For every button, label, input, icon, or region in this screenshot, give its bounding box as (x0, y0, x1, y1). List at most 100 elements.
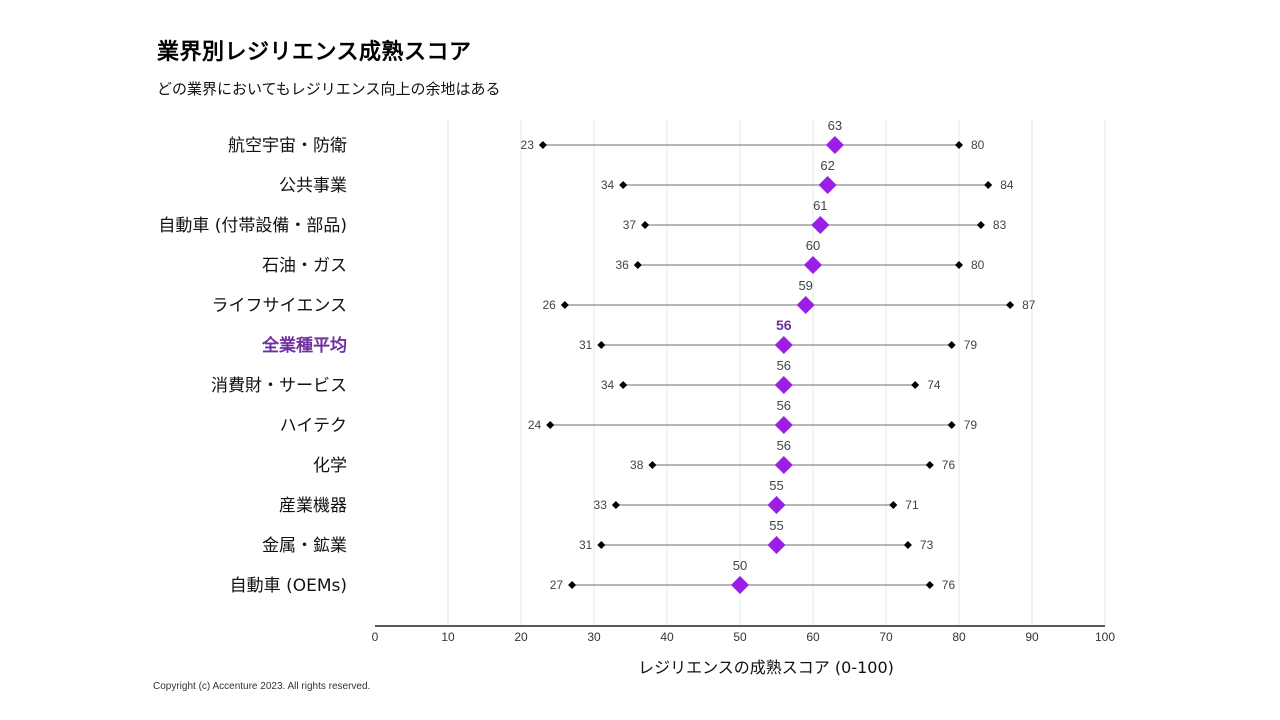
category-label: 自動車 (OEMs) (230, 576, 347, 596)
x-axis-label: レジリエンスの成熟スコア (0-100) (638, 658, 894, 677)
avg-marker (767, 496, 786, 514)
chart-subtitle: どの業界においてもレジリエンス向上の余地はある (157, 80, 501, 98)
min-marker (611, 501, 620, 509)
avg-value-label: 56 (777, 438, 791, 453)
category-label: 航空宇宙・防衛 (228, 136, 347, 156)
category-label: ハイテク (280, 416, 347, 436)
x-tick-label-70: 70 (879, 630, 893, 644)
chart-title: 業界別レジリエンス成熟スコア (157, 40, 472, 65)
x-tick-label-50: 50 (733, 630, 747, 644)
avg-value-label: 60 (806, 238, 820, 253)
max-value-label: 80 (971, 258, 985, 272)
min-marker (546, 421, 555, 429)
max-value-label: 79 (964, 418, 978, 432)
category-label: 全業種平均 (261, 335, 347, 356)
x-tick-label-60: 60 (806, 630, 820, 644)
min-value-label: 27 (550, 578, 564, 592)
row-2: 公共事業 34 84 62 (279, 158, 1014, 196)
avg-value-label: 56 (776, 317, 792, 333)
x-tick-label-30: 30 (587, 630, 601, 644)
max-marker (925, 581, 934, 589)
min-value-label: 38 (630, 458, 644, 472)
avg-marker (825, 136, 844, 154)
row-6: 全業種平均 31 79 56 (261, 317, 977, 356)
max-value-label: 79 (964, 338, 978, 352)
min-value-label: 37 (623, 218, 637, 232)
min-value-label: 24 (528, 418, 542, 432)
max-marker (976, 221, 985, 229)
x-tick-label-100: 100 (1095, 630, 1115, 644)
category-label: 化学 (313, 456, 347, 476)
max-value-label: 80 (971, 138, 985, 152)
min-value-label: 31 (579, 338, 593, 352)
avg-value-label: 62 (820, 158, 834, 173)
avg-marker (774, 336, 793, 354)
avg-marker (796, 296, 815, 314)
avg-marker (811, 216, 830, 234)
category-label: 自動車 (付帯設備・部品) (158, 216, 347, 236)
max-value-label: 73 (920, 538, 934, 552)
max-value-label: 71 (905, 498, 919, 512)
min-value-label: 36 (615, 258, 629, 272)
max-marker (955, 141, 963, 149)
row-5: ライフサイエンス 26 87 59 (212, 278, 1036, 316)
max-value-label: 76 (942, 578, 956, 592)
min-marker (648, 461, 657, 469)
max-marker (911, 381, 920, 389)
category-label: 消費財・サービス (211, 376, 347, 396)
min-marker (633, 261, 642, 269)
x-tick-label-10: 10 (441, 630, 455, 644)
min-value-label: 26 (542, 298, 556, 312)
row-10: 産業機器 33 71 55 (279, 478, 919, 516)
max-marker (903, 541, 912, 549)
category-label: 公共事業 (279, 176, 347, 196)
avg-marker (774, 416, 793, 434)
avg-marker (767, 536, 786, 554)
row-3: 自動車 (付帯設備・部品) 37 83 61 (158, 198, 1006, 236)
min-value-label: 31 (579, 538, 593, 552)
max-value-label: 84 (1000, 178, 1014, 192)
min-value-label: 34 (601, 378, 615, 392)
avg-value-label: 63 (828, 118, 842, 133)
avg-marker (804, 256, 822, 274)
x-axis: 0 10 20 30 40 50 60 70 80 90 100 (372, 625, 1115, 644)
chart-rows: 航空宇宙・防衛 23 80 63 公共事業 34 84 62 自動車 (付帯設備・部品) 37 83… (158, 118, 1035, 596)
row-11: 金属・鉱業 31 73 55 (262, 518, 934, 556)
category-label: 石油・ガス (262, 256, 347, 276)
min-marker (641, 221, 650, 229)
x-tick-label-90: 90 (1025, 630, 1039, 644)
avg-value-label: 56 (777, 358, 791, 373)
max-value-label: 76 (942, 458, 956, 472)
avg-marker (731, 576, 749, 594)
min-marker (597, 341, 606, 349)
min-value-label: 34 (601, 178, 615, 192)
max-marker (1006, 301, 1015, 309)
max-marker (984, 181, 993, 189)
max-marker (947, 341, 956, 349)
row-4: 石油・ガス 36 80 60 (262, 238, 985, 276)
x-tick-label-40: 40 (660, 630, 674, 644)
min-marker (560, 301, 569, 309)
max-marker (947, 421, 956, 429)
avg-marker (774, 456, 793, 474)
avg-value-label: 56 (777, 398, 791, 413)
x-tick-label-80: 80 (952, 630, 966, 644)
x-tick-label-20: 20 (514, 630, 528, 644)
min-marker (597, 541, 606, 549)
category-label: 金属・鉱業 (262, 536, 347, 556)
min-marker (619, 181, 628, 189)
min-marker (538, 141, 547, 149)
row-7: 消費財・サービス 34 74 56 (211, 358, 941, 396)
min-marker (619, 381, 628, 389)
max-value-label: 83 (993, 218, 1007, 232)
category-label: ライフサイエンス (212, 296, 348, 316)
avg-value-label: 50 (733, 558, 747, 573)
max-marker (955, 261, 963, 269)
avg-value-label: 55 (769, 478, 783, 493)
row-9: 化学 38 76 56 (313, 438, 955, 476)
avg-marker (774, 376, 793, 394)
row-8: ハイテク 24 79 56 (280, 398, 978, 436)
category-label: 産業機器 (279, 496, 347, 516)
row-1: 航空宇宙・防衛 23 80 63 (228, 118, 985, 156)
